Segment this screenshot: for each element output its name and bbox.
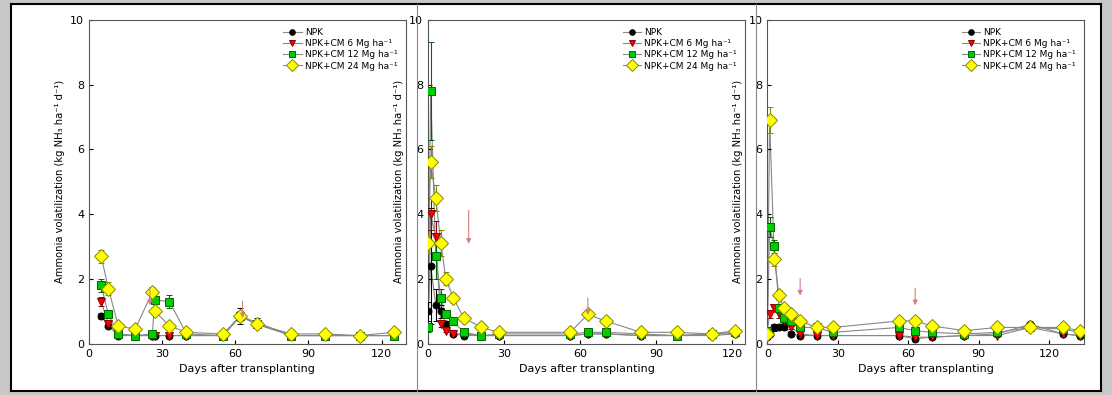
- X-axis label: Days after transplanting: Days after transplanting: [179, 364, 316, 374]
- Y-axis label: Ammonia volatilization (kg NH₃ ha⁻¹ d⁻¹): Ammonia volatilization (kg NH₃ ha⁻¹ d⁻¹): [733, 80, 743, 283]
- Y-axis label: Ammonia volatilization (kg NH₃ ha⁻¹ d⁻¹): Ammonia volatilization (kg NH₃ ha⁻¹ d⁻¹): [394, 80, 404, 283]
- Legend: NPK, NPK+CM 6 Mg ha⁻¹, NPK+CM 12 Mg ha⁻¹, NPK+CM 24 Mg ha⁻¹: NPK, NPK+CM 6 Mg ha⁻¹, NPK+CM 12 Mg ha⁻¹…: [619, 24, 741, 74]
- X-axis label: Days after transplanting: Days after transplanting: [518, 364, 655, 374]
- X-axis label: Days after transplanting: Days after transplanting: [857, 364, 994, 374]
- Legend: NPK, NPK+CM 6 Mg ha⁻¹, NPK+CM 12 Mg ha⁻¹, NPK+CM 24 Mg ha⁻¹: NPK, NPK+CM 6 Mg ha⁻¹, NPK+CM 12 Mg ha⁻¹…: [959, 24, 1080, 74]
- Y-axis label: Ammonia volatilization (kg NH₃ ha⁻¹ d⁻¹): Ammonia volatilization (kg NH₃ ha⁻¹ d⁻¹): [54, 80, 64, 283]
- Legend: NPK, NPK+CM 6 Mg ha⁻¹, NPK+CM 12 Mg ha⁻¹, NPK+CM 24 Mg ha⁻¹: NPK, NPK+CM 6 Mg ha⁻¹, NPK+CM 12 Mg ha⁻¹…: [280, 24, 401, 74]
